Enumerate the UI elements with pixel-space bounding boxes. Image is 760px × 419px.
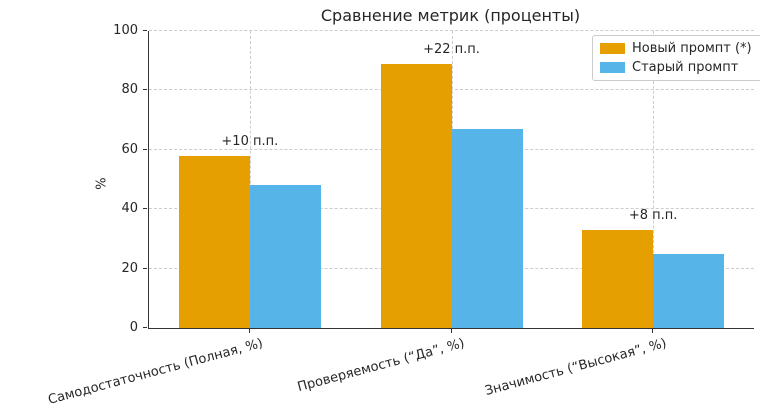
legend-item-new: Новый промпт (*): [600, 41, 752, 56]
y-tick-mark: [143, 327, 147, 328]
y-tick-label: 0: [129, 320, 138, 335]
x-tick-mark: [450, 329, 452, 333]
bar-new-1: [380, 63, 452, 328]
bar-old-1: [451, 129, 523, 328]
x-tick-label: Проверяемость (“Да”, %): [296, 336, 467, 396]
legend-item-old: Старый промпт: [600, 60, 752, 75]
x-tick-label: Значимость (“Высокая”, %): [483, 336, 669, 399]
legend-swatch-old: [600, 62, 625, 73]
y-tick-label: 60: [121, 141, 138, 157]
y-tick-mark: [143, 208, 147, 210]
y-tick-mark: [143, 267, 147, 269]
y-tick-label: 40: [121, 201, 138, 217]
y-tick-label: 80: [121, 82, 138, 98]
v-gridline: [249, 31, 251, 328]
delta-annotation-1: +22 п.п.: [423, 41, 480, 57]
y-axis-label: %: [94, 177, 110, 190]
bar-new-2: [582, 230, 654, 328]
y-tick-label: 20: [121, 260, 138, 276]
bar-new-0: [178, 155, 250, 328]
plot-area: +10 п.п. +22 п.п. +8 п.п.: [148, 30, 754, 329]
h-gridline: [149, 30, 754, 31]
x-tick-mark: [248, 329, 250, 333]
legend: Новый промпт (*) Старый промпт: [592, 35, 760, 81]
x-tick-mark: [652, 329, 654, 333]
legend-label: Старый промпт: [632, 60, 739, 75]
legend-label: Новый промпт (*): [632, 41, 752, 56]
y-tick-mark: [143, 89, 147, 91]
chart-title: Сравнение метрик (проценты): [320, 6, 581, 25]
y-tick-label: 100: [113, 23, 138, 38]
x-tick-label: Самодостаточность (Полная, %): [46, 336, 265, 408]
v-gridline: [653, 31, 655, 328]
legend-swatch-new: [600, 43, 625, 54]
bar-old-2: [653, 253, 725, 328]
y-tick-mark: [143, 148, 147, 150]
delta-annotation-0: +10 п.п.: [221, 133, 279, 149]
bar-old-0: [249, 185, 321, 328]
delta-annotation-2: +8 п.п.: [628, 208, 678, 223]
y-tick-mark: [143, 30, 147, 31]
